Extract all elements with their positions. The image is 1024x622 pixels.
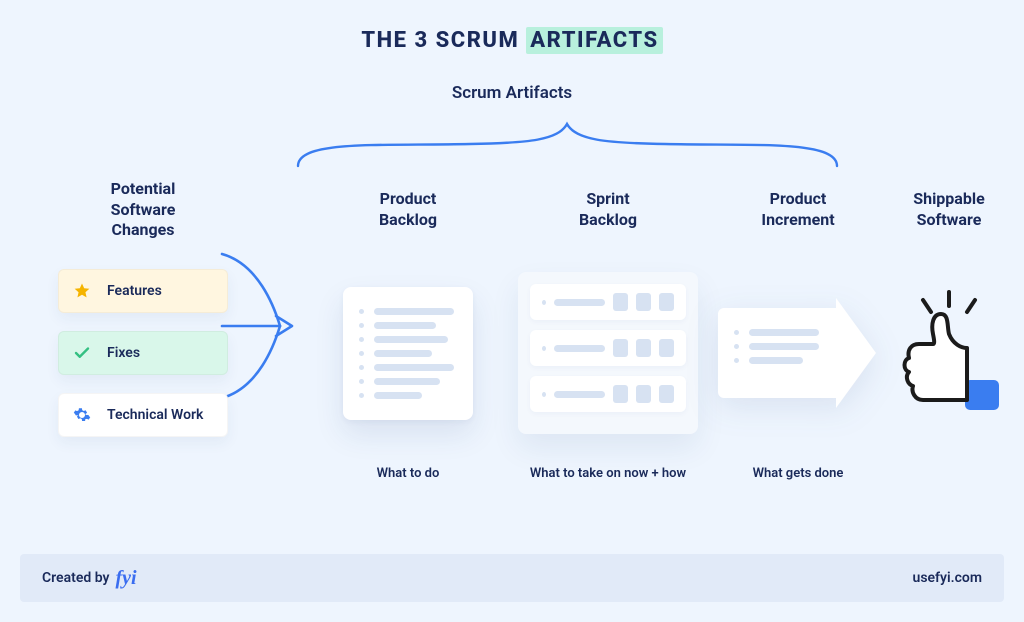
list-item [359, 350, 457, 357]
list-item [734, 357, 828, 364]
sprint-row [530, 376, 686, 412]
title-prefix: THE 3 SCRUM [361, 28, 526, 53]
thumbs-up-icon [889, 288, 1009, 418]
footer: Created by fyi usefyi.com [20, 554, 1004, 602]
list-item [734, 329, 828, 336]
col-shippable: Shippable Software [874, 180, 1024, 500]
col-sb-heading: Sprint Backlog [579, 180, 637, 240]
col-product-increment: Product Increment What gets done [718, 180, 878, 500]
col-pb-heading: Product Backlog [379, 180, 437, 240]
col-changes-body: Features Fixes Technical Work [58, 240, 228, 466]
col-pi-body [718, 240, 878, 466]
list-item [734, 343, 828, 350]
footer-created-by: Created by fyi [42, 567, 137, 590]
footer-site: usefyi.com [913, 570, 982, 586]
footer-created-by-label: Created by [42, 570, 109, 586]
star-icon [73, 282, 91, 300]
col-sprint-backlog: Sprint Backlog What to take on now + how [508, 180, 708, 500]
change-pill-technical-work: Technical Work [58, 393, 228, 437]
sprint-row [530, 284, 686, 320]
change-pill-label: Fixes [107, 345, 140, 361]
col-changes: Potential Software Changes Features Fixes… [38, 180, 248, 500]
sprint-row [530, 330, 686, 366]
product-backlog-card [343, 287, 473, 420]
page-title: THE 3 SCRUM ARTIFACTS [0, 0, 1024, 53]
change-pill-label: Technical Work [107, 407, 203, 423]
col-pi-heading: Product Increment [761, 180, 834, 240]
product-increment-arrow [718, 298, 878, 408]
col-changes-heading: Potential Software Changes [111, 180, 176, 240]
col-pi-caption: What gets done [753, 466, 844, 500]
change-pill-label: Features [107, 283, 162, 299]
col-sb-caption: What to take on now + how [530, 466, 686, 500]
curly-brace [290, 118, 845, 168]
change-pill-features: Features [58, 269, 228, 313]
list-item [359, 308, 457, 315]
brace-label: Scrum Artifacts [0, 83, 1024, 103]
list-item [359, 392, 457, 399]
col-ship-heading: Shippable Software [913, 180, 984, 240]
check-icon [73, 344, 91, 362]
col-ship-body [889, 240, 1009, 466]
sprint-backlog-card [518, 272, 698, 434]
title-highlight: ARTIFACTS [526, 27, 662, 54]
change-pill-fixes: Fixes [58, 331, 228, 375]
list-item [359, 364, 457, 371]
footer-brand: fyi [115, 567, 136, 590]
col-pb-body [343, 240, 473, 466]
list-item [359, 322, 457, 329]
col-sb-body [518, 240, 698, 466]
list-item [359, 336, 457, 343]
col-product-backlog: Product Backlog What to do [328, 180, 488, 500]
diagram-columns: Potential Software Changes Features Fixes… [0, 180, 1024, 500]
gear-icon [73, 406, 91, 424]
list-item [359, 378, 457, 385]
col-pb-caption: What to do [377, 466, 440, 500]
